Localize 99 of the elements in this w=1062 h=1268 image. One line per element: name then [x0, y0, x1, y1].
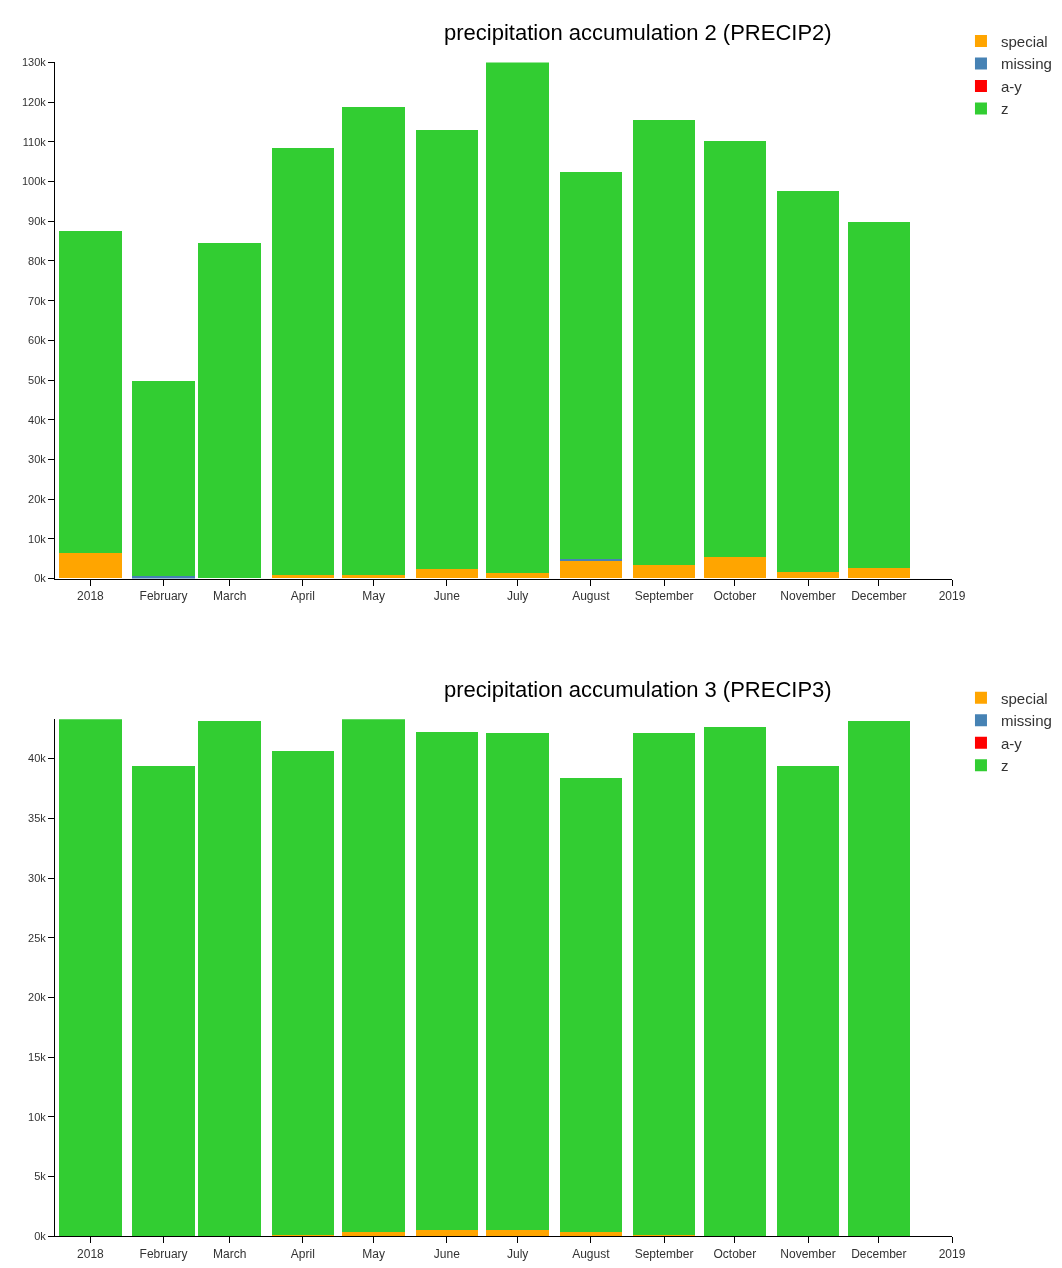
bar [704, 557, 766, 579]
bar [59, 719, 122, 1237]
chart-title: precipitation accumulation 2 (PRECIP2) [444, 20, 832, 45]
x-tick-label: October [713, 1246, 757, 1261]
bar [560, 559, 622, 562]
legend-label: a-y [1000, 77, 1023, 95]
bar [704, 727, 766, 1237]
y-tick-label: 100k [21, 175, 47, 188]
y-tick-label: 10k [28, 532, 47, 545]
y-tick-label: 0k [34, 572, 47, 585]
x-tick-label: April [290, 1246, 315, 1261]
y-tick-label: 15k [28, 1050, 47, 1063]
x-tick-label: April [290, 588, 315, 603]
bar [416, 569, 478, 579]
x-tick-label: November [780, 1246, 836, 1261]
y-tick-label: 5k [34, 1170, 47, 1183]
x-tick-label: 2018 [77, 588, 105, 603]
x-tick-label: July [506, 588, 529, 603]
bar [560, 172, 622, 560]
x-tick-label: September [634, 588, 694, 603]
bar [132, 576, 195, 579]
bar [777, 766, 839, 1237]
bar [848, 721, 910, 1237]
x-tick-label: May [362, 588, 386, 603]
x-tick-label: 2019 [938, 1246, 966, 1261]
bar [560, 1232, 622, 1237]
y-tick-label: 40k [28, 752, 47, 765]
bar [416, 130, 478, 570]
bar [848, 568, 910, 579]
x-tick-label: March [213, 1246, 247, 1261]
x-tick-label: September [634, 1246, 694, 1261]
y-tick-label: 40k [28, 413, 47, 426]
chart-title: precipitation accumulation 3 (PRECIP3) [444, 677, 832, 702]
bar [486, 573, 549, 579]
legend-label: missing [1000, 55, 1052, 73]
y-tick-label: 30k [28, 453, 47, 466]
legend-label: special [1000, 32, 1048, 50]
bar [416, 1230, 478, 1237]
bar [272, 751, 334, 1236]
bar [848, 222, 910, 569]
bar [560, 560, 622, 579]
bar [198, 243, 261, 579]
y-tick-label: 80k [28, 254, 47, 267]
bar [486, 62, 549, 574]
bar [777, 572, 839, 579]
bar [59, 231, 122, 554]
y-tick-label: 0k [34, 1230, 47, 1243]
bar [560, 778, 622, 1233]
x-tick-label: October [713, 588, 757, 603]
x-tick-label: November [780, 588, 836, 603]
bar [486, 733, 549, 1231]
bar [633, 565, 695, 579]
y-tick-label: 10k [28, 1110, 47, 1123]
bar [272, 575, 334, 579]
bar [633, 120, 695, 566]
bar [342, 719, 405, 1233]
x-tick-label: May [362, 1246, 386, 1261]
x-tick-label: February [139, 1246, 188, 1261]
x-tick-label: 2019 [938, 588, 966, 603]
bar [633, 733, 695, 1236]
x-tick-label: March [213, 588, 247, 603]
x-tick-label: July [506, 1246, 529, 1261]
y-tick-label: 90k [28, 215, 47, 228]
bar [486, 1230, 549, 1237]
bar [704, 141, 766, 558]
bar [777, 191, 839, 573]
bar [416, 732, 478, 1231]
y-tick-label: 35k [28, 812, 47, 825]
x-tick-label: February [139, 588, 188, 603]
x-tick-label: December [851, 1246, 907, 1261]
bar [132, 766, 195, 1237]
x-tick-label: August [572, 588, 611, 603]
x-tick-label: June [433, 588, 461, 603]
y-tick-label: 70k [28, 294, 47, 307]
x-tick-label: August [572, 1246, 611, 1261]
legend-label: missing [1000, 712, 1052, 730]
bar [198, 721, 261, 1237]
bar [342, 1232, 405, 1237]
legend-label: a-y [1000, 734, 1023, 752]
bar [132, 381, 195, 577]
legend-label: z [1000, 100, 1009, 118]
legend-label: special [1000, 689, 1048, 707]
y-tick-label: 130k [21, 56, 47, 69]
y-tick-label: 60k [28, 334, 47, 347]
x-tick-label: 2018 [77, 1246, 105, 1261]
bar [59, 553, 122, 579]
y-tick-label: 30k [28, 871, 47, 884]
y-tick-label: 25k [28, 931, 47, 944]
y-tick-label: 20k [28, 492, 47, 505]
y-tick-label: 50k [28, 373, 47, 386]
bar [342, 575, 405, 579]
y-tick-label: 20k [28, 991, 47, 1004]
y-tick-label: 110k [22, 135, 47, 148]
bar [342, 107, 405, 576]
legend-label: z [1000, 757, 1009, 775]
x-tick-label: December [851, 588, 907, 603]
bar [272, 148, 334, 576]
y-tick-label: 120k [21, 96, 47, 109]
x-tick-label: June [433, 1246, 461, 1261]
